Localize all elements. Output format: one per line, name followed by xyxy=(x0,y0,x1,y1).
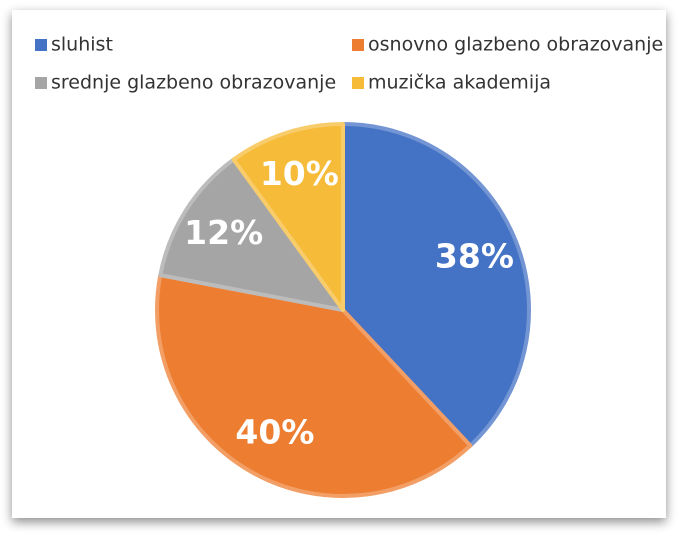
legend-swatch xyxy=(35,77,47,89)
data-label: 40% xyxy=(235,412,314,451)
legend-swatch xyxy=(352,39,364,51)
legend-swatch xyxy=(35,39,47,51)
pie-slice xyxy=(231,122,345,312)
legend-label: osnovno glazbeno obrazovanje xyxy=(368,34,663,56)
legend-label: muzička akademija xyxy=(368,72,551,94)
data-label: 12% xyxy=(184,213,263,252)
pie-slice xyxy=(158,157,345,312)
legend-label: sluhist xyxy=(51,34,113,56)
legend-swatch xyxy=(352,77,364,89)
data-label: 38% xyxy=(435,236,514,275)
data-label: 10% xyxy=(260,154,339,193)
pie-slice xyxy=(341,122,531,448)
legend-label: srednje glazbeno obrazovanje xyxy=(51,72,336,94)
pie-slice xyxy=(155,273,473,498)
